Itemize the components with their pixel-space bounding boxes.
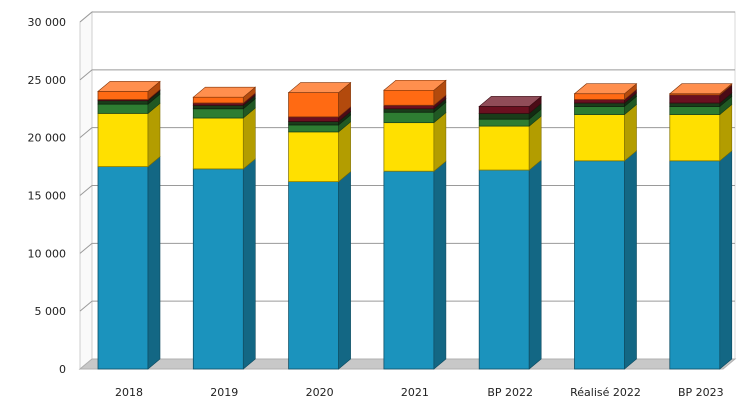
bar-segment (574, 93, 625, 100)
bar-segment (383, 104, 435, 110)
bar-segment (669, 106, 721, 115)
bar-segment (574, 99, 625, 104)
bar-segment (478, 169, 530, 370)
bar-segment (669, 102, 721, 107)
bar-segment (97, 91, 149, 100)
y-tick-label: 15 000 (28, 190, 67, 203)
bar-segment (288, 121, 340, 126)
bar-segment (192, 168, 244, 370)
x-category-label: 2021 (401, 386, 429, 399)
gridline (79, 11, 735, 23)
bar-segment (97, 166, 149, 370)
bar-segment (574, 102, 625, 107)
bar-segment (383, 89, 435, 106)
bar-segment (669, 160, 721, 370)
bar-segment-side (433, 160, 447, 370)
bar-segment (669, 94, 721, 104)
gridline (79, 69, 735, 81)
bar-segment-side (338, 121, 351, 183)
bar-segment (383, 111, 435, 124)
bar-top (668, 83, 733, 95)
bar-segment-side (719, 150, 733, 370)
bar-segment-side (243, 107, 256, 170)
bar-segment-side (338, 170, 351, 370)
bar-segment (97, 103, 149, 114)
bar-segment (288, 181, 340, 370)
bar-segment (288, 131, 340, 183)
bar-segment (288, 92, 340, 118)
bar-segment (383, 108, 435, 113)
bar-top (383, 79, 447, 91)
bar-segment (192, 117, 244, 170)
x-category-label: 2018 (115, 386, 143, 399)
bar-top (478, 96, 543, 107)
x-category-label: 2020 (306, 386, 334, 399)
x-category-label: 2019 (210, 386, 238, 399)
bar-segment (574, 114, 625, 162)
y-tick-label: 10 000 (28, 247, 67, 260)
bar-segment-side (243, 158, 256, 370)
bar-segment (383, 122, 435, 172)
bar-segment (669, 114, 721, 162)
bar-segment (97, 100, 149, 105)
bar-segment (288, 116, 340, 122)
bar-segment (574, 106, 625, 115)
bar-segment (478, 106, 530, 114)
bar-segment (97, 112, 149, 167)
bar-top (287, 82, 352, 93)
y-tick-label: 20 000 (28, 132, 67, 145)
bar-segment (192, 96, 244, 104)
bar-segment-side (528, 159, 542, 370)
x-category-label: Réalisé 2022 (570, 386, 641, 399)
bar-top (192, 86, 257, 98)
x-category-label: BP 2023 (678, 386, 724, 399)
bar-segment (192, 104, 244, 110)
bar-segment (288, 124, 340, 133)
bar-segment (478, 118, 530, 127)
bar-segment (478, 112, 530, 120)
y-tick-label: 0 (59, 363, 66, 376)
bar-segment (478, 125, 530, 171)
y-tick-label: 5 000 (35, 305, 67, 318)
bar-segment (574, 160, 625, 370)
y-tick-label: 30 000 (28, 16, 67, 29)
bar-segment-side (624, 150, 637, 370)
bar-segment-side (147, 155, 161, 370)
x-category-label: BP 2022 (487, 386, 533, 399)
bar-segment (192, 108, 244, 119)
bar-top (573, 83, 638, 95)
y-tick-label: 25 000 (28, 74, 67, 87)
bar-segment-side (147, 102, 161, 168)
bar-segment (383, 170, 435, 370)
bar-top (97, 81, 161, 92)
